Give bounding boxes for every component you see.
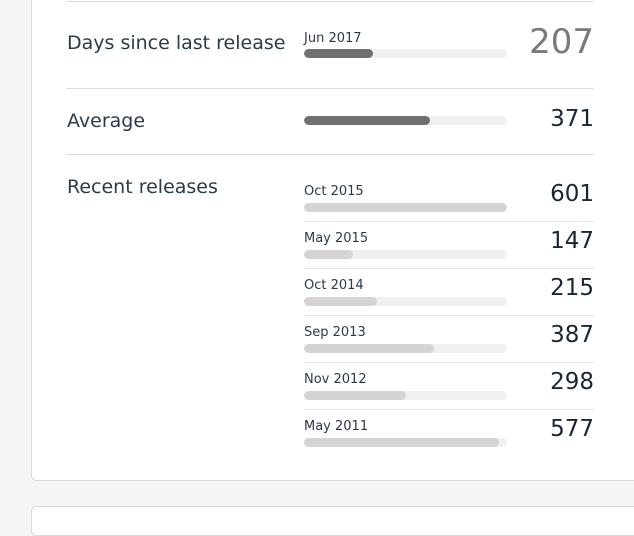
release-date: May 2011 <box>304 419 369 434</box>
release-divider <box>304 362 594 363</box>
divider <box>66 154 594 155</box>
release-divider <box>304 221 594 222</box>
release-divider <box>304 268 594 269</box>
last-release-date: Jun 2017 <box>304 31 362 46</box>
release-days-value: 298 <box>550 369 594 395</box>
release-bar-track <box>304 438 507 447</box>
release-bar-track <box>304 250 507 259</box>
release-days-value: 387 <box>550 322 594 348</box>
release-bar-fill <box>304 438 499 447</box>
release-days-value: 601 <box>550 181 594 207</box>
days-since-bar-track <box>304 49 507 58</box>
release-bar-fill <box>304 391 406 400</box>
release-divider <box>304 315 594 316</box>
average-label: Average <box>67 110 146 132</box>
average-bar-fill <box>304 116 430 125</box>
days-since-last-release-label: Days since last release <box>67 32 286 54</box>
release-days-value: 215 <box>550 275 594 301</box>
days-since-value: 207 <box>529 22 594 62</box>
release-bar-fill <box>304 344 434 353</box>
release-bar-track <box>304 344 507 353</box>
divider <box>66 1 594 2</box>
release-stats-card <box>31 0 634 481</box>
release-divider <box>304 409 594 410</box>
release-date: Sep 2013 <box>304 325 366 340</box>
release-bar-fill <box>304 203 507 212</box>
release-bar-fill <box>304 250 353 259</box>
release-date: Oct 2014 <box>304 278 364 293</box>
release-bar-track <box>304 297 507 306</box>
release-bar-track <box>304 203 507 212</box>
release-date: May 2015 <box>304 231 369 246</box>
recent-releases-label: Recent releases <box>67 176 218 198</box>
release-bar-track <box>304 391 507 400</box>
divider <box>66 88 594 89</box>
average-bar-track <box>304 116 507 125</box>
release-date: Nov 2012 <box>304 372 367 387</box>
release-days-value: 577 <box>550 416 594 442</box>
next-card <box>31 506 634 536</box>
days-since-bar-fill <box>304 49 374 58</box>
average-value: 371 <box>550 106 594 132</box>
release-days-value: 147 <box>550 228 594 254</box>
release-date: Oct 2015 <box>304 184 364 199</box>
release-bar-fill <box>304 297 378 306</box>
